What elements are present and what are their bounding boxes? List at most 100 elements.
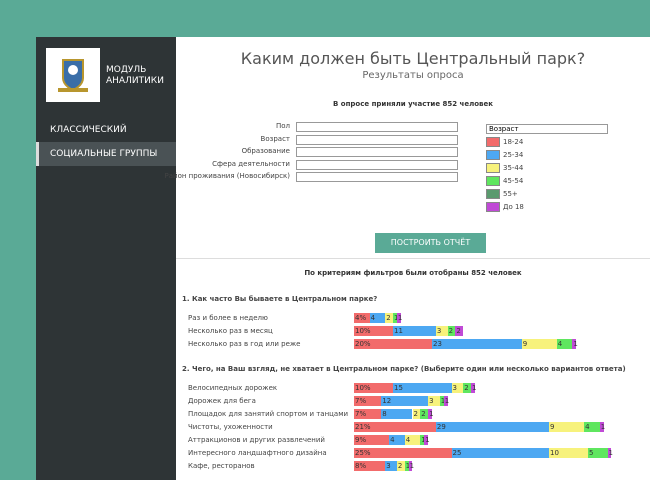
bar-segment: 15	[393, 383, 452, 393]
participants: В опросе приняли участие 852 человек	[333, 100, 493, 108]
filter-select[interactable]	[296, 122, 458, 132]
bar-label: 7%	[355, 397, 367, 405]
filter-select[interactable]	[296, 159, 458, 170]
legend-swatch	[486, 189, 500, 199]
bar-label: 4	[390, 436, 395, 444]
logo-text: МОДУЛЬ АНАЛИТИКИ	[106, 65, 164, 87]
bar-segment: 10%	[354, 326, 393, 336]
bar-segment: 3	[435, 326, 448, 336]
bar-segment: 1	[428, 409, 434, 419]
summary: По критериям фильтров были отобраны 852 …	[304, 269, 522, 277]
legend-swatch	[486, 137, 500, 147]
bar-segment: 4	[404, 435, 421, 445]
bar-segment: 10%	[354, 383, 393, 393]
bar-label: 29	[436, 423, 446, 431]
bar-label: 25%	[355, 449, 371, 457]
legend-label: 18-24	[503, 138, 524, 146]
bar-segment: 5	[588, 448, 608, 458]
bar-segment: 2	[396, 461, 405, 471]
legend-label: До 18	[503, 203, 524, 211]
bar-label: 20%	[355, 340, 371, 348]
bar-label: 4%	[355, 314, 367, 322]
bar-segment: 9%	[354, 435, 390, 445]
filter-label: Сфера деятельности	[212, 159, 290, 168]
bar-label: 1	[409, 462, 415, 470]
filter-select[interactable]	[296, 147, 458, 157]
bar-segment: 4	[556, 339, 573, 349]
row-label: Несколько раз в месяц	[188, 327, 273, 335]
bar-label: 4	[557, 340, 563, 348]
bar-segment: 1	[404, 461, 410, 471]
legend-swatch	[486, 176, 500, 186]
bar-label: 9	[550, 423, 555, 431]
bar-label: 2	[421, 410, 426, 418]
divider	[176, 258, 650, 259]
filter-label: Возраст	[260, 134, 290, 143]
legend-label: 55+	[503, 190, 518, 198]
bar-segment: 1	[420, 435, 426, 445]
bar-label: 10%	[355, 384, 371, 392]
bar-segment: 21%	[354, 422, 436, 432]
bar-label: 2	[448, 327, 454, 335]
bar-segment: 1	[424, 435, 430, 445]
bar-label: 4	[405, 436, 411, 444]
row-label: Несколько раз в год или реже	[188, 340, 301, 348]
sidebar: МОДУЛЬ АНАЛИТИКИ КЛАССИЧЕСКИЙ СОЦИАЛЬНЫЕ…	[36, 37, 176, 480]
bar-label: 1	[472, 384, 477, 392]
bar-segment: 1	[393, 313, 398, 323]
bar-label: 12	[382, 397, 392, 405]
bar-label: 1	[397, 314, 403, 322]
bar-label: 7%	[355, 410, 367, 418]
bar-label: 1	[573, 340, 578, 348]
row-label: Интересного ландшафтного дизайна	[188, 449, 327, 457]
bar-label: 2	[456, 327, 461, 335]
bar-segment: 2	[420, 409, 429, 419]
filter-select[interactable]	[296, 134, 458, 145]
bar-label: 1	[441, 396, 445, 406]
filter-select[interactable]	[296, 172, 458, 182]
row-label: Аттракционов и других развлечений	[188, 436, 325, 444]
bar-label: 2	[397, 462, 403, 470]
bar-segment: 2	[412, 409, 421, 419]
title: Каким должен быть Центральный парк?	[240, 49, 586, 68]
group-select[interactable]: Возраст	[486, 124, 608, 134]
bar-label: 3	[386, 462, 391, 470]
bar-label: 4	[585, 423, 590, 431]
bar-segment: 3	[385, 461, 397, 471]
legend-label: 35-44	[503, 164, 524, 172]
bar-segment: 4	[389, 435, 405, 445]
bar-segment: 1	[443, 396, 449, 406]
bar-segment: 12	[381, 396, 429, 406]
bar-segment: 1	[396, 313, 403, 323]
legend-label: 25-34	[503, 151, 524, 159]
filter-label: Район проживания (Новосибирск)	[164, 172, 290, 180]
bar-segment: 1	[607, 448, 613, 458]
bar-label: 1	[600, 423, 606, 431]
bar-segment: 1	[439, 396, 445, 406]
row-label: Кафе, ресторанов	[188, 462, 255, 470]
bar-segment: 4	[369, 313, 386, 323]
build-button[interactable]: ПОСТРОИТЬ ОТЧЁТ	[375, 233, 486, 253]
bar-segment: 25	[451, 448, 549, 458]
subtitle: Результаты опроса	[362, 70, 464, 81]
bar-label: 1	[425, 436, 430, 444]
bar-label: 3	[429, 397, 434, 405]
logo-icon	[58, 59, 88, 92]
menu-item-active[interactable]: СОЦИАЛЬНЫЕ ГРУППЫ	[36, 142, 176, 166]
bar-label: 1	[406, 461, 410, 471]
bar-segment: 1	[471, 383, 477, 393]
bar-segment: 25%	[354, 448, 452, 458]
menu-item[interactable]: КЛАССИЧЕСКИЙ	[50, 125, 127, 135]
logo-line: АНАЛИТИКИ	[106, 76, 164, 86]
bar-label: 10%	[355, 327, 371, 335]
bar-segment: 2	[455, 326, 464, 336]
row-label: Велосипедных дорожек	[188, 384, 278, 392]
bar-label: 9%	[355, 436, 367, 444]
bar-segment: 2	[447, 326, 456, 336]
question-title: 2. Чего, на Ваш взгляд, не хватает в Цен…	[182, 365, 626, 373]
bar-segment: 3	[451, 383, 464, 393]
legend-swatch	[486, 150, 500, 160]
bar-label: 25	[452, 449, 462, 457]
bar-label: 2	[413, 410, 418, 418]
bar-label: 23	[433, 340, 442, 348]
